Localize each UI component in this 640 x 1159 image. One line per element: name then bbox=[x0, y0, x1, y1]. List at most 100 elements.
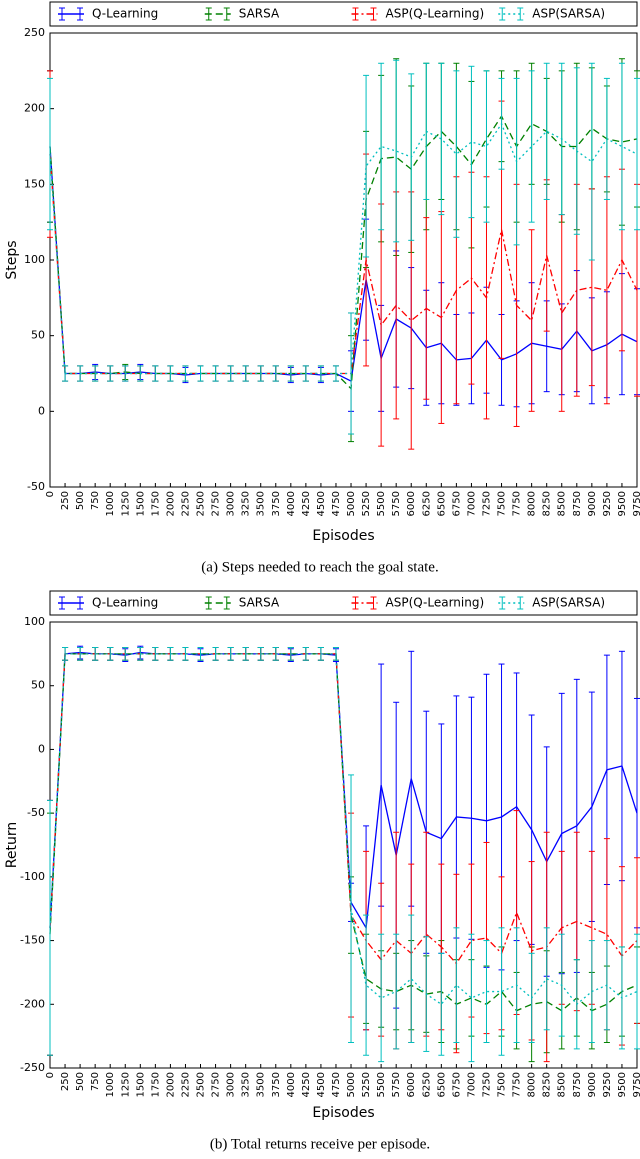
x-tick-label: 7500 bbox=[497, 491, 508, 516]
x-tick-label: 2750 bbox=[211, 491, 222, 516]
legend-entry bbox=[351, 596, 378, 610]
x-tick-label: 7000 bbox=[466, 491, 477, 516]
x-tick-label: 2750 bbox=[211, 1072, 222, 1097]
error-bar bbox=[423, 62, 430, 200]
y-tick-label: 100 bbox=[24, 615, 45, 628]
legend-entry bbox=[498, 7, 525, 21]
error-bar bbox=[317, 365, 324, 382]
error-bar bbox=[77, 646, 84, 661]
error-bar bbox=[438, 952, 445, 1056]
error-bar bbox=[423, 936, 430, 1052]
x-axis-label: Episodes bbox=[312, 528, 374, 544]
x-tick-label: 1000 bbox=[105, 1072, 116, 1097]
x-tick-label: 3750 bbox=[271, 491, 282, 516]
error-bar bbox=[393, 933, 400, 1050]
error-bar bbox=[348, 312, 355, 435]
error-bar bbox=[483, 70, 490, 223]
x-tick-label: 8250 bbox=[542, 1072, 553, 1097]
error-bar bbox=[287, 646, 294, 661]
legend-entry bbox=[58, 7, 84, 21]
x-tick-label: 9500 bbox=[617, 491, 628, 516]
error-bar bbox=[212, 646, 219, 661]
legend-label: Q-Learning bbox=[92, 7, 158, 21]
error-bar bbox=[513, 77, 520, 246]
error-bar bbox=[197, 365, 204, 382]
error-bar bbox=[634, 77, 640, 231]
y-tick-label: 50 bbox=[31, 329, 45, 342]
error-bar bbox=[107, 365, 114, 382]
error-bar bbox=[257, 646, 264, 661]
legend-entry bbox=[351, 7, 378, 21]
error-bar bbox=[378, 62, 385, 231]
error-bar bbox=[513, 927, 520, 1044]
x-tick-label: 1500 bbox=[135, 491, 146, 516]
error-bar bbox=[212, 365, 219, 382]
y-tick-label: 250 bbox=[24, 26, 45, 39]
error-bar bbox=[573, 959, 580, 1050]
y-tick-label: 0 bbox=[38, 742, 45, 755]
x-tick-label: 1250 bbox=[120, 1072, 131, 1097]
error-bar bbox=[92, 365, 99, 382]
x-tick-label: 7250 bbox=[481, 491, 492, 516]
x-tick-label: 6500 bbox=[436, 491, 447, 516]
legend-entry bbox=[204, 596, 231, 610]
x-tick-label: 3250 bbox=[241, 491, 252, 516]
error-bar bbox=[272, 646, 279, 661]
x-tick-label: 6750 bbox=[451, 1072, 462, 1097]
x-tick-label: 2000 bbox=[165, 1072, 176, 1097]
x-tick-label: 5750 bbox=[391, 1072, 402, 1097]
error-bar bbox=[92, 646, 99, 661]
error-bar bbox=[528, 229, 535, 412]
series-line bbox=[49, 114, 638, 391]
x-tick-label: 2000 bbox=[165, 491, 176, 516]
error-bar bbox=[573, 67, 580, 235]
error-bar bbox=[588, 940, 595, 1044]
x-tick-label: 5500 bbox=[376, 1072, 387, 1097]
x-tick-label: 8500 bbox=[557, 491, 568, 516]
series-line bbox=[49, 653, 638, 1006]
legend-label: ASP(SARSA) bbox=[532, 7, 605, 21]
error-bar bbox=[122, 646, 129, 661]
error-bar bbox=[558, 62, 565, 216]
x-tick-label: 9750 bbox=[632, 491, 640, 516]
error-bar bbox=[483, 940, 490, 1044]
y-tick-label: -150 bbox=[20, 934, 45, 947]
x-tick-label: 4750 bbox=[331, 491, 342, 516]
error-bar bbox=[182, 365, 189, 382]
x-axis-label: Episodes bbox=[312, 1105, 374, 1121]
x-tick-label: 7000 bbox=[466, 1072, 477, 1097]
error-bar bbox=[332, 646, 339, 661]
x-tick-label: 5250 bbox=[361, 1072, 372, 1097]
x-tick-label: 1750 bbox=[150, 1072, 161, 1097]
x-tick-label: 250 bbox=[60, 491, 71, 510]
error-bar bbox=[453, 70, 460, 238]
error-bar bbox=[363, 74, 370, 258]
error-bar bbox=[634, 933, 640, 1050]
error-bar bbox=[182, 646, 189, 661]
x-tick-label: 5000 bbox=[346, 1072, 357, 1097]
legend-entry bbox=[58, 596, 84, 610]
error-bar bbox=[378, 933, 385, 1063]
x-tick-label: 9250 bbox=[602, 1072, 613, 1097]
x-tick-label: 750 bbox=[90, 491, 101, 510]
x-tick-label: 4750 bbox=[331, 1072, 342, 1097]
error-bar bbox=[47, 77, 53, 231]
x-tick-label: 7500 bbox=[497, 1072, 508, 1097]
error-bar bbox=[152, 646, 159, 661]
error-bar bbox=[498, 927, 505, 1056]
error-bar bbox=[62, 646, 69, 661]
x-tick-label: 500 bbox=[75, 491, 86, 510]
x-tick-label: 3750 bbox=[271, 1072, 282, 1097]
x-tick-label: 6250 bbox=[421, 491, 432, 516]
x-tick-label: 6500 bbox=[436, 1072, 447, 1097]
x-tick-label: 0 bbox=[45, 491, 56, 497]
error-bar bbox=[302, 646, 309, 661]
error-bar bbox=[408, 73, 415, 241]
x-tick-label: 4250 bbox=[301, 1072, 312, 1097]
x-tick-label: 2500 bbox=[196, 491, 207, 516]
error-bar bbox=[378, 203, 385, 447]
plot-frame bbox=[49, 621, 638, 1069]
error-bar bbox=[588, 62, 595, 261]
